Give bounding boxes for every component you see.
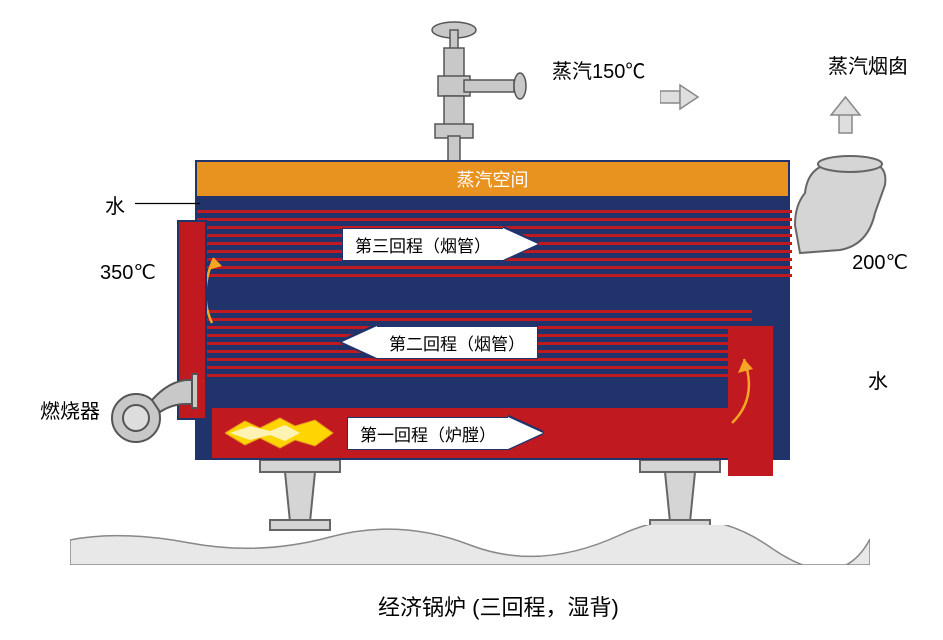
chimney-label: 蒸汽烟囱 [828, 50, 908, 79]
title-label: 经济锅炉 (三回程，湿背) [378, 590, 619, 622]
right-turning-chamber [728, 326, 773, 476]
steam-temp-label: 蒸汽150℃ [552, 55, 645, 84]
pass3-label: 第三回程（烟管） [342, 228, 504, 261]
boiler-diagram: 蒸汽150℃ 蒸汽烟囱 水 水 350℃ 200℃ 燃烧器 经济锅炉 (三回程，… [0, 0, 943, 640]
steam-space-label: 蒸汽空间 [457, 166, 529, 192]
water-left-label: 水 [105, 190, 125, 219]
flame-icon [225, 416, 335, 450]
temp-left-label: 350℃ [100, 260, 156, 285]
ground-surface [70, 525, 870, 565]
pass2-label: 第二回程（烟管） [376, 326, 538, 359]
steam-outlet-arrow [660, 82, 700, 117]
water-line-left [135, 202, 200, 205]
valve-assembly [410, 18, 560, 163]
boiler-body: 蒸汽空间 [195, 160, 790, 460]
pass3-arrow: 第三回程（烟管） [342, 228, 538, 260]
burner-icon [108, 360, 198, 450]
steam-space: 蒸汽空间 [195, 160, 790, 198]
burner-label: 燃烧器 [40, 395, 100, 424]
water-right-label: 水 [868, 365, 888, 394]
chimney-arrow-icon [828, 95, 863, 140]
pass1-label: 第一回程（炉膛） [347, 417, 509, 450]
pass2-arrow: 第二回程（烟管） [342, 326, 538, 358]
pass1-arrow: 第一回程（炉膛） [347, 417, 543, 449]
chimney [790, 155, 895, 275]
water-section: 第三回程（烟管） 第二回程（烟管） 第一回程（炉膛） [195, 198, 790, 460]
